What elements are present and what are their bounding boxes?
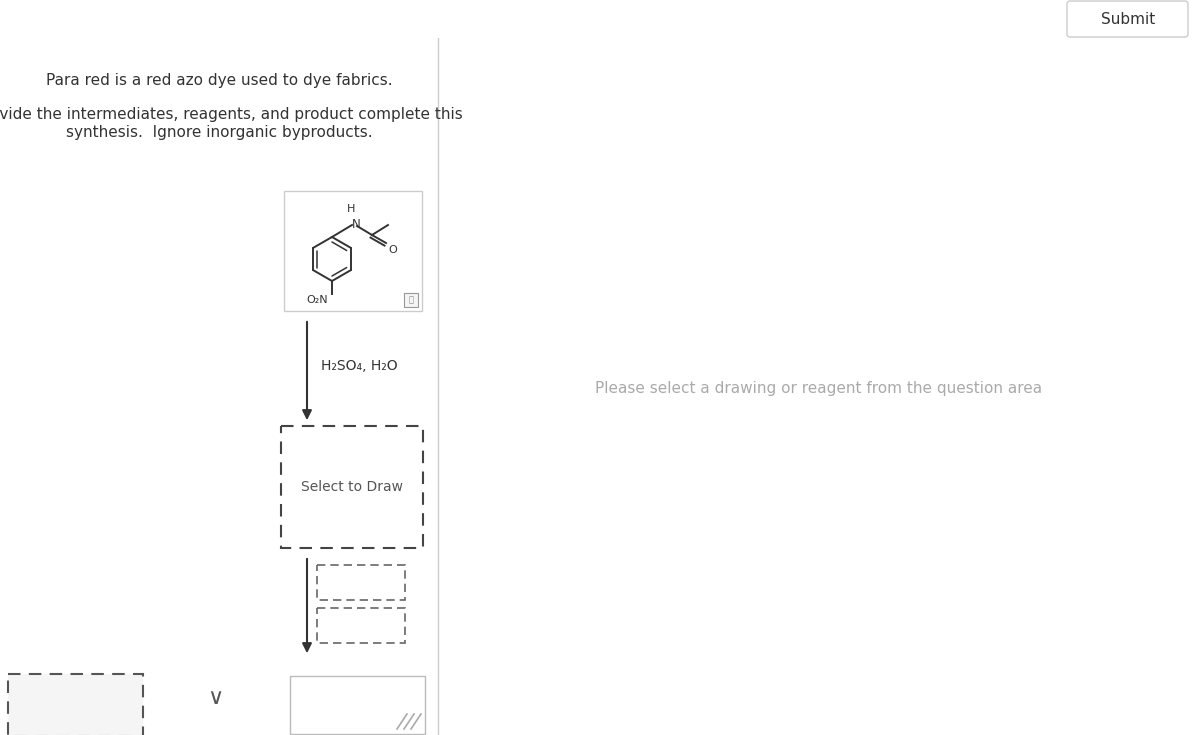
Text: synthesis.  Ignore inorganic byproducts.: synthesis. Ignore inorganic byproducts. bbox=[66, 126, 372, 140]
Text: H₂SO₄, H₂O: H₂SO₄, H₂O bbox=[322, 359, 397, 373]
Text: N: N bbox=[352, 218, 361, 232]
FancyBboxPatch shape bbox=[1067, 1, 1188, 37]
Text: O₂N: O₂N bbox=[306, 295, 328, 305]
Bar bbox=[284, 191, 422, 311]
Bar bbox=[404, 293, 418, 307]
Text: ∨: ∨ bbox=[206, 688, 223, 708]
Bar bbox=[8, 674, 143, 735]
Text: H: H bbox=[347, 204, 355, 214]
Bar bbox=[317, 608, 406, 643]
Text: ←: ← bbox=[18, 10, 35, 29]
Text: Please select a drawing or reagent from the question area: Please select a drawing or reagent from … bbox=[595, 381, 1043, 395]
Bar bbox=[317, 565, 406, 600]
Text: Submit: Submit bbox=[1100, 12, 1156, 26]
Bar bbox=[281, 426, 424, 548]
Text: Problem 64 of 19: Problem 64 of 19 bbox=[514, 10, 686, 28]
Text: Select to Draw: Select to Draw bbox=[301, 480, 403, 494]
Text: Provide the intermediates, reagents, and product complete this: Provide the intermediates, reagents, and… bbox=[0, 107, 463, 121]
Text: Para red is a red azo dye used to dye fabrics.: Para red is a red azo dye used to dye fa… bbox=[46, 73, 392, 87]
Text: ⛶: ⛶ bbox=[408, 295, 414, 304]
Text: O: O bbox=[388, 245, 397, 255]
Bar bbox=[290, 676, 425, 734]
